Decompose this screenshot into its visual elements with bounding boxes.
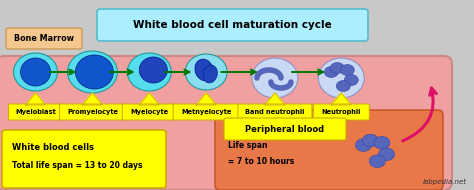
FancyBboxPatch shape	[97, 9, 368, 41]
Text: White blood cells: White blood cells	[12, 142, 94, 151]
FancyBboxPatch shape	[215, 110, 443, 190]
Text: Life span: Life span	[228, 142, 267, 150]
Text: Total life span = 13 to 20 days: Total life span = 13 to 20 days	[12, 162, 143, 170]
Ellipse shape	[362, 134, 378, 147]
Ellipse shape	[340, 64, 354, 75]
Polygon shape	[26, 93, 46, 105]
Text: Promyelocyte: Promyelocyte	[67, 109, 118, 115]
Text: Band neutrophil: Band neutrophil	[245, 109, 305, 115]
Ellipse shape	[195, 59, 213, 81]
Ellipse shape	[67, 51, 118, 93]
FancyBboxPatch shape	[238, 104, 312, 120]
FancyBboxPatch shape	[6, 28, 82, 49]
Ellipse shape	[185, 54, 227, 90]
Polygon shape	[265, 93, 285, 105]
Ellipse shape	[75, 55, 113, 89]
Text: Metnyelocyte: Metnyelocyte	[181, 109, 231, 115]
Text: White blood cell maturation cycle: White blood cell maturation cycle	[133, 20, 331, 30]
Ellipse shape	[14, 53, 57, 91]
FancyBboxPatch shape	[0, 56, 452, 190]
Ellipse shape	[374, 136, 390, 149]
Polygon shape	[139, 93, 159, 105]
FancyBboxPatch shape	[224, 118, 346, 140]
FancyBboxPatch shape	[2, 130, 166, 188]
Text: Peripheral blood: Peripheral blood	[246, 124, 325, 134]
Ellipse shape	[344, 74, 358, 86]
FancyBboxPatch shape	[313, 104, 369, 120]
FancyBboxPatch shape	[9, 104, 63, 120]
Ellipse shape	[139, 57, 167, 83]
Text: Bone Marrow: Bone Marrow	[14, 34, 74, 43]
FancyBboxPatch shape	[173, 104, 239, 120]
Ellipse shape	[336, 81, 350, 92]
Ellipse shape	[369, 155, 385, 168]
Ellipse shape	[378, 148, 394, 161]
Ellipse shape	[324, 66, 338, 78]
Text: Neutrophil: Neutrophil	[321, 109, 361, 115]
Ellipse shape	[128, 53, 171, 91]
Ellipse shape	[356, 139, 372, 151]
Ellipse shape	[252, 58, 298, 98]
Ellipse shape	[330, 63, 344, 74]
FancyBboxPatch shape	[59, 104, 126, 120]
Ellipse shape	[203, 65, 218, 83]
Ellipse shape	[348, 129, 401, 175]
Polygon shape	[196, 93, 216, 105]
Text: Myeloblast: Myeloblast	[15, 109, 56, 115]
Polygon shape	[82, 93, 102, 105]
FancyBboxPatch shape	[122, 104, 176, 120]
Text: = 7 to 10 hours: = 7 to 10 hours	[228, 158, 294, 166]
Ellipse shape	[318, 58, 365, 98]
Polygon shape	[331, 93, 351, 105]
Text: Myelocyte: Myelocyte	[130, 109, 168, 115]
Text: labpedia.net: labpedia.net	[423, 179, 467, 185]
Ellipse shape	[20, 58, 51, 86]
